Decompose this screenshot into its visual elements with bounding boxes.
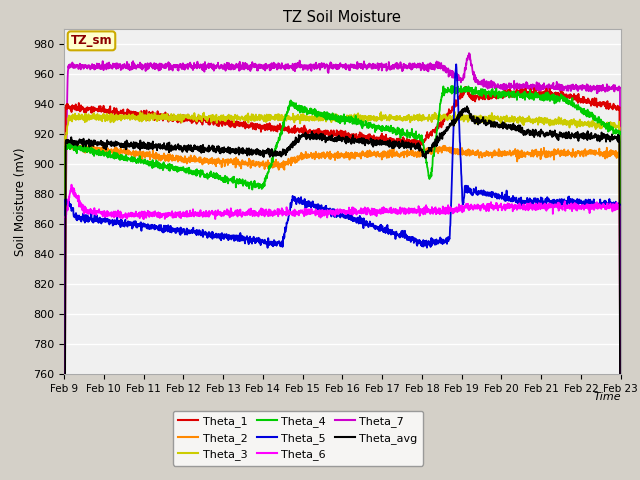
Legend: Theta_1, Theta_2, Theta_3, Theta_4, Theta_5, Theta_6, Theta_7, Theta_avg: Theta_1, Theta_2, Theta_3, Theta_4, Thet… (173, 411, 423, 466)
Y-axis label: Soil Moisture (mV): Soil Moisture (mV) (15, 147, 28, 256)
Title: TZ Soil Moisture: TZ Soil Moisture (284, 10, 401, 25)
Text: TZ_sm: TZ_sm (70, 35, 112, 48)
Text: Time: Time (593, 392, 621, 402)
